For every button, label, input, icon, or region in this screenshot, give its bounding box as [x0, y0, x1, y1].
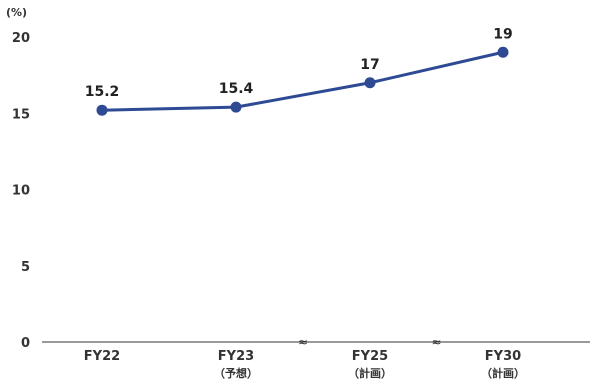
data-point — [96, 104, 108, 116]
data-point — [497, 46, 509, 58]
series-line — [100, 50, 505, 112]
y-tick-label: 10 — [12, 184, 30, 199]
data-label: 15.2 — [85, 84, 120, 100]
x-tick-label: FY30 — [485, 349, 521, 364]
data-label: 17 — [360, 57, 379, 73]
x-tick-label: FY22 — [84, 349, 120, 364]
data-points — [96, 46, 509, 116]
data-point — [364, 77, 376, 89]
x-tick-sublabel: （予想） — [214, 366, 258, 380]
data-label: 15.4 — [219, 81, 254, 97]
y-axis-ticks: 0 5 10 15 20 — [12, 31, 30, 351]
y-tick-label: 15 — [12, 107, 30, 122]
x-tick-label: FY25 — [352, 349, 388, 364]
axis-break-marks: ≈ ≈ — [298, 335, 442, 349]
y-tick-label: 20 — [12, 31, 30, 46]
data-labels: 15.2 15.4 17 19 — [85, 26, 513, 100]
y-tick-label: 5 — [21, 260, 30, 275]
data-label: 19 — [493, 26, 512, 42]
x-tick-label: FY23 — [218, 349, 254, 364]
axis-break-mark: ≈ — [298, 335, 308, 349]
y-unit-label: (%) — [6, 6, 27, 19]
data-point — [230, 101, 242, 113]
axis-break-mark: ≈ — [431, 335, 441, 349]
y-tick-label: 0 — [21, 336, 30, 351]
x-axis-labels: FY22 FY23 （予想） FY25 （計画） FY30 （計画） — [84, 349, 525, 380]
x-tick-sublabel: （計画） — [348, 366, 392, 380]
x-tick-sublabel: （計画） — [481, 366, 525, 380]
